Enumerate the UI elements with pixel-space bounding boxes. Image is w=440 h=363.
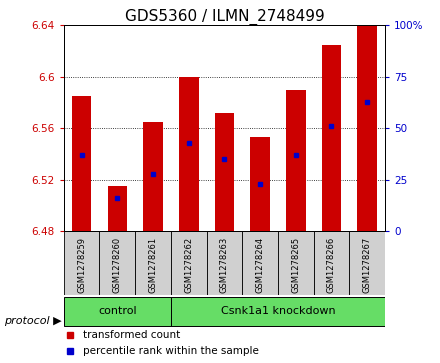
- Bar: [135, 231, 171, 295]
- Bar: [286, 90, 306, 231]
- Bar: [206, 231, 242, 295]
- Bar: [322, 45, 341, 231]
- Text: Csnk1a1 knockdown: Csnk1a1 knockdown: [220, 306, 335, 316]
- Text: control: control: [98, 306, 137, 316]
- Text: transformed count: transformed count: [83, 330, 180, 340]
- Text: GSM1278262: GSM1278262: [184, 237, 193, 293]
- Text: GSM1278263: GSM1278263: [220, 237, 229, 293]
- Text: protocol ▶: protocol ▶: [4, 316, 62, 326]
- Bar: [64, 297, 171, 326]
- Text: GSM1278259: GSM1278259: [77, 237, 86, 293]
- Title: GDS5360 / ILMN_2748499: GDS5360 / ILMN_2748499: [125, 9, 324, 25]
- Bar: [278, 231, 314, 295]
- Text: GSM1278261: GSM1278261: [149, 237, 158, 293]
- Bar: [179, 77, 198, 231]
- Bar: [143, 122, 163, 231]
- Bar: [250, 137, 270, 231]
- Bar: [314, 231, 349, 295]
- Text: GSM1278264: GSM1278264: [256, 237, 264, 293]
- Bar: [349, 231, 385, 295]
- Bar: [171, 297, 385, 326]
- Text: GSM1278265: GSM1278265: [291, 237, 300, 293]
- Text: GSM1278260: GSM1278260: [113, 237, 122, 293]
- Bar: [72, 96, 92, 231]
- Text: percentile rank within the sample: percentile rank within the sample: [83, 346, 259, 356]
- Bar: [107, 186, 127, 231]
- Bar: [64, 231, 99, 295]
- Bar: [171, 231, 206, 295]
- Bar: [357, 25, 377, 231]
- Bar: [242, 231, 278, 295]
- Text: GSM1278266: GSM1278266: [327, 237, 336, 293]
- Bar: [215, 113, 234, 231]
- Bar: [99, 231, 135, 295]
- Text: GSM1278267: GSM1278267: [363, 237, 372, 293]
